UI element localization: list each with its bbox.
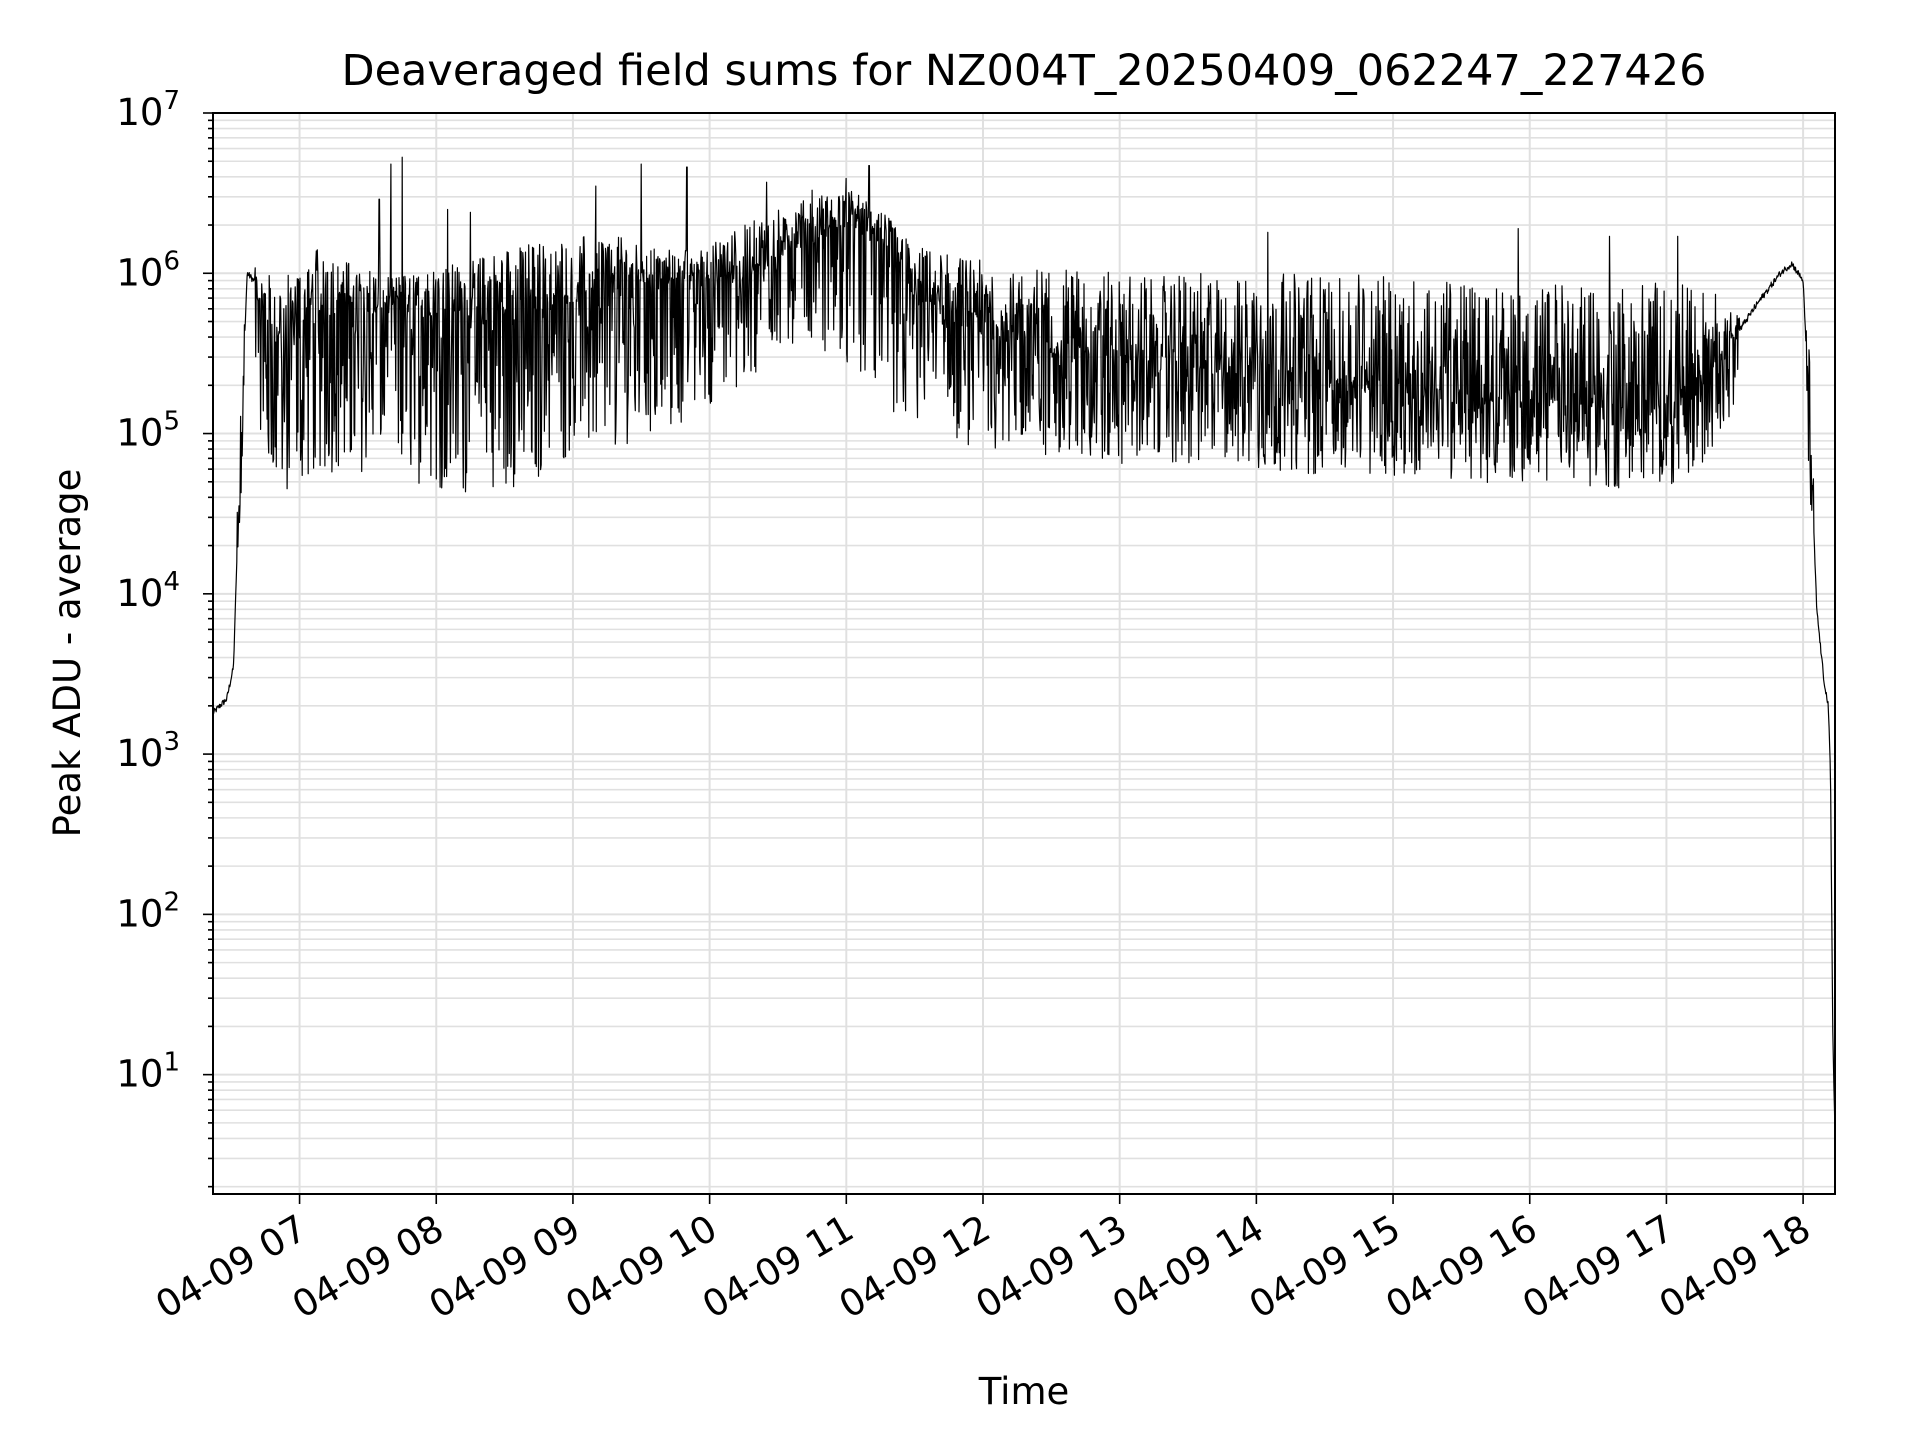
series-line xyxy=(212,156,1836,1138)
y-tick-label: 107 xyxy=(116,86,180,134)
plot-frame xyxy=(212,112,1836,1195)
y-tick-label: 104 xyxy=(116,567,180,615)
grid xyxy=(213,112,1835,1194)
y-tick-label: 105 xyxy=(116,407,180,455)
y-tick-label: 102 xyxy=(116,887,180,935)
x-axis-label: Time xyxy=(978,1370,1070,1413)
series-trace xyxy=(212,156,1836,1138)
y-tick-label: 106 xyxy=(116,246,180,294)
chart-title: Deaveraged field sums for NZ004T_2025040… xyxy=(341,46,1706,96)
y-tick-label: 103 xyxy=(116,727,180,775)
y-axis-label: Peak ADU - average xyxy=(46,469,89,838)
y-tick-label: 101 xyxy=(116,1048,180,1096)
